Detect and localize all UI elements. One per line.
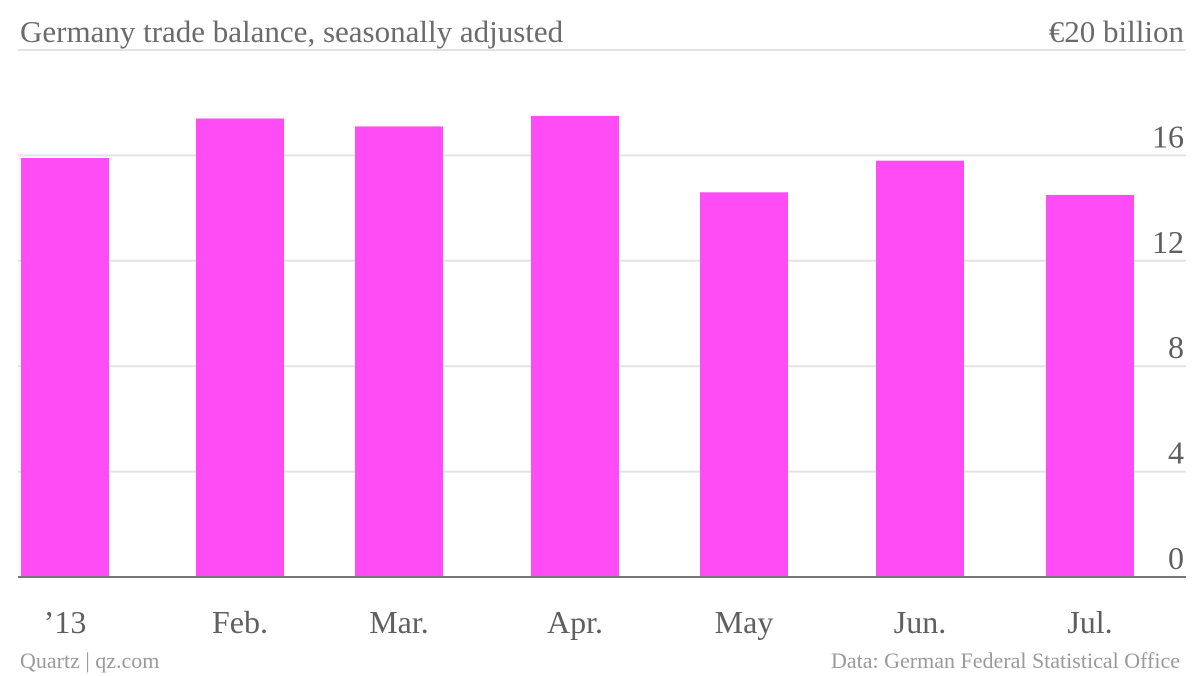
- y-tick-label: 12: [1152, 224, 1184, 260]
- x-tick-label: Apr.: [547, 604, 603, 640]
- unit-label: €20 billion: [1049, 14, 1185, 49]
- bar: [1046, 194, 1134, 578]
- bars-layer: [21, 115, 1134, 578]
- bar: [531, 115, 619, 577]
- bar: [355, 126, 443, 577]
- y-tick-label: 0: [1168, 540, 1184, 576]
- y-axis-ticks: 0 4 8 12 16: [1152, 118, 1184, 576]
- bar: [876, 160, 964, 578]
- footer-source-right: Data: German Federal Statistical Office: [831, 648, 1180, 673]
- y-tick-label: 8: [1168, 329, 1184, 365]
- x-tick-label: Feb.: [212, 604, 268, 640]
- x-tick-label: May: [715, 604, 774, 640]
- footer-source-left: Quartz | qz.com: [20, 648, 159, 673]
- y-tick-label: 16: [1152, 118, 1184, 154]
- x-tick-label: ’13: [44, 604, 87, 640]
- bar: [21, 158, 109, 577]
- bar: [700, 192, 788, 578]
- chart-title: Germany trade balance, seasonally adjust…: [20, 14, 564, 49]
- x-tick-label: Jul.: [1067, 604, 1112, 640]
- y-tick-label: 4: [1168, 435, 1184, 471]
- x-axis-ticks: ’13 Feb. Mar. Apr. May Jun. Jul.: [44, 604, 1113, 640]
- x-tick-label: Jun.: [894, 604, 946, 640]
- bar: [196, 118, 284, 577]
- x-tick-label: Mar.: [369, 604, 429, 640]
